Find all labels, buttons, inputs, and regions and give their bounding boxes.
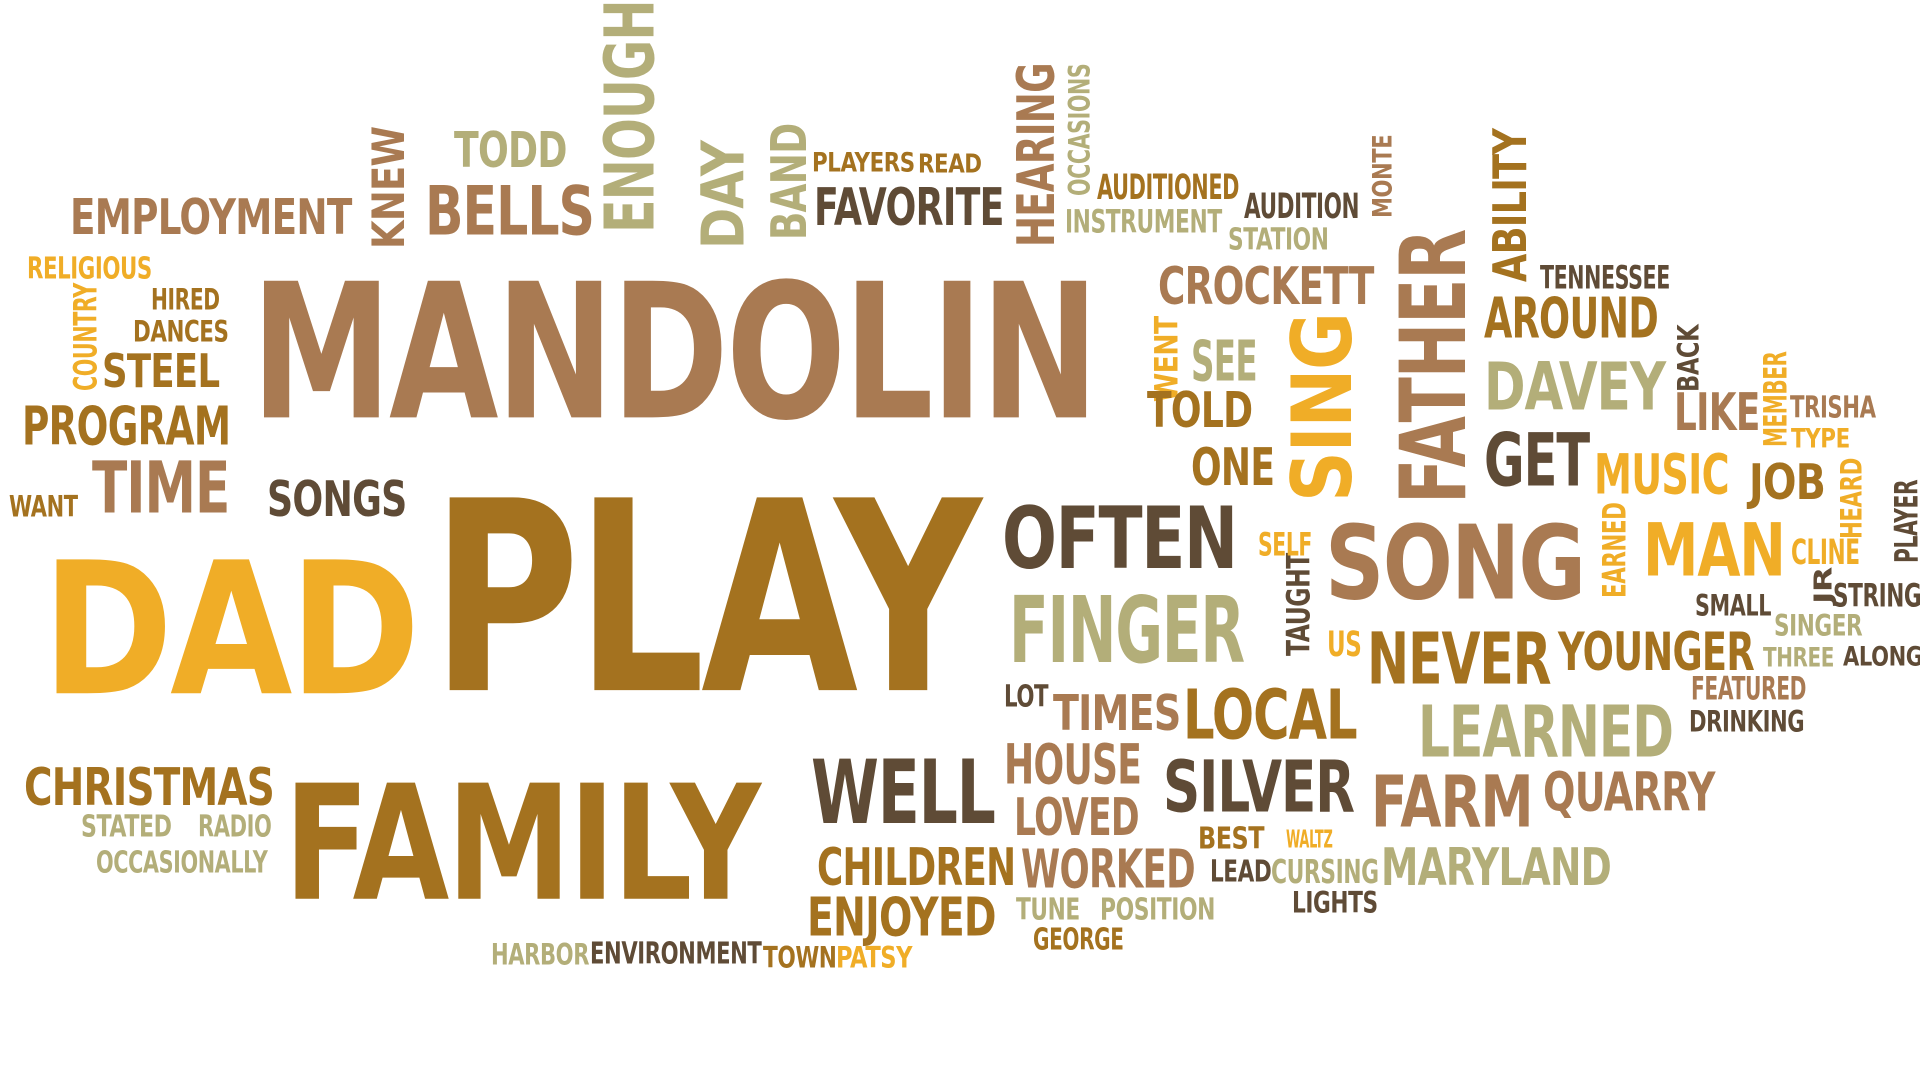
- word-three: THREE: [1763, 641, 1835, 674]
- word-davey: DAVEY: [1484, 347, 1666, 426]
- word-featured: FEATURED: [1691, 670, 1807, 708]
- word-string: STRING: [1833, 577, 1920, 615]
- word-one: ONE: [1191, 437, 1275, 498]
- word-around: AROUND: [1484, 285, 1659, 352]
- word-dad: DAD: [41, 522, 421, 738]
- word-small: SMALL: [1694, 588, 1771, 624]
- word-song: SONG: [1324, 502, 1586, 623]
- word-self: SELF: [1257, 526, 1312, 564]
- word-best: BEST: [1197, 820, 1265, 856]
- word-read: READ: [918, 148, 982, 179]
- word-type: TYPE: [1791, 422, 1851, 454]
- word-day: DAY: [688, 140, 758, 249]
- word-station: STATION: [1228, 221, 1329, 258]
- word-like: LIKE: [1673, 382, 1760, 443]
- word-harbor: HARBOR: [491, 937, 590, 973]
- word-favorite: FAVORITE: [814, 177, 1005, 238]
- word-audition: AUDITION: [1244, 185, 1360, 226]
- word-stated: STATED: [80, 807, 172, 844]
- word-father: FATHER: [1380, 230, 1487, 505]
- word-younger: YOUNGER: [1557, 620, 1755, 683]
- word-occasions: OCCASIONS: [1062, 63, 1098, 196]
- word-hearing: HEARING: [1006, 63, 1067, 248]
- word-told: TOLD: [1147, 381, 1253, 439]
- word-well: WELL: [810, 741, 996, 845]
- word-auditioned: AUDITIONED: [1097, 167, 1240, 208]
- word-occasionally: OCCASIONALLY: [95, 844, 268, 881]
- word-family: FAMILY: [284, 750, 761, 938]
- word-country: COUNTRY: [66, 282, 105, 391]
- word-sing: SING: [1273, 313, 1371, 503]
- word-town: TOWN: [762, 940, 837, 975]
- word-program: PROGRAM: [22, 394, 231, 458]
- word-knew: KNEW: [363, 126, 415, 249]
- word-local: LOCAL: [1182, 674, 1358, 755]
- word-enjoyed: ENJOYED: [806, 885, 997, 949]
- word-times: TIMES: [1053, 684, 1181, 743]
- word-monte: MONTE: [1366, 134, 1399, 218]
- word-cline: CLINE: [1791, 532, 1861, 573]
- word-players: PLAYERS: [811, 146, 915, 179]
- word-position: POSITION: [1099, 891, 1215, 927]
- word-radio: RADIO: [198, 807, 272, 844]
- word-hired: HIRED: [150, 282, 220, 318]
- word-get: GET: [1484, 417, 1590, 504]
- word-bells: BELLS: [424, 171, 595, 251]
- word-crockett: CROCKETT: [1158, 256, 1374, 317]
- word-environment: ENVIRONMENT: [590, 935, 762, 972]
- word-worked: WORKED: [1021, 837, 1196, 901]
- word-earned: EARNED: [1596, 502, 1634, 598]
- word-enough: ENOUGH: [590, 0, 671, 233]
- word-finger: FINGER: [1008, 577, 1245, 685]
- word-member: MEMBER: [1756, 351, 1794, 447]
- word-taught: TAUGHT: [1280, 553, 1318, 657]
- word-lot: LOT: [1004, 678, 1049, 714]
- word-mandolin: MANDOLIN: [251, 242, 1099, 462]
- word-maryland: MARYLAND: [1381, 837, 1612, 898]
- word-christmas: CHRISTMAS: [24, 756, 275, 818]
- word-heard: HEARD: [1834, 457, 1869, 539]
- word-band: BAND: [760, 123, 819, 240]
- word-lead: LEAD: [1209, 853, 1272, 889]
- word-along: ALONG: [1842, 640, 1920, 672]
- word-often: OFTEN: [1001, 488, 1238, 589]
- word-house: HOUSE: [1004, 732, 1142, 797]
- word-quarry: QUARRY: [1542, 760, 1715, 824]
- word-tune: TUNE: [1016, 891, 1081, 927]
- word-time: TIME: [91, 446, 230, 530]
- word-religious: RELIGIOUS: [26, 250, 152, 287]
- word-ability: ABILITY: [1482, 128, 1537, 282]
- word-steel: STEEL: [101, 343, 220, 399]
- word-jr: JR: [1808, 566, 1838, 604]
- word-man: MAN: [1643, 507, 1786, 594]
- word-trisha: TRISHA: [1790, 389, 1876, 425]
- word-waltz: WALTZ: [1285, 824, 1333, 853]
- word-songs: SONGS: [266, 470, 407, 528]
- word-children: CHILDREN: [816, 837, 1016, 898]
- word-silver: SILVER: [1163, 745, 1355, 829]
- word-play: PLAY: [431, 443, 982, 754]
- word-singer: SINGER: [1774, 608, 1863, 643]
- word-instrument: INSTRUMENT: [1065, 202, 1223, 241]
- word-see: SEE: [1191, 327, 1258, 394]
- word-job: JOB: [1748, 453, 1826, 511]
- word-cursing: CURSING: [1271, 851, 1379, 891]
- word-employment: EMPLOYMENT: [69, 189, 352, 247]
- word-drinking: DRINKING: [1688, 703, 1805, 739]
- word-loved: LOVED: [1013, 787, 1140, 848]
- word-music: MUSIC: [1594, 441, 1730, 507]
- word-want: WANT: [8, 489, 78, 524]
- word-learned: LEARNED: [1417, 690, 1674, 774]
- word-george: GEORGE: [1033, 921, 1125, 958]
- word-farm: FARM: [1371, 760, 1534, 844]
- word-tennessee: TENNESSEE: [1540, 259, 1671, 297]
- word-patsy: PATSY: [836, 940, 913, 975]
- word-player: PLAYER: [1887, 480, 1920, 564]
- word-dances: DANCES: [133, 314, 229, 349]
- word-lights: LIGHTS: [1291, 885, 1378, 920]
- word-never: NEVER: [1366, 618, 1552, 702]
- word-us: US: [1327, 623, 1362, 664]
- word-todd: TODD: [454, 121, 568, 180]
